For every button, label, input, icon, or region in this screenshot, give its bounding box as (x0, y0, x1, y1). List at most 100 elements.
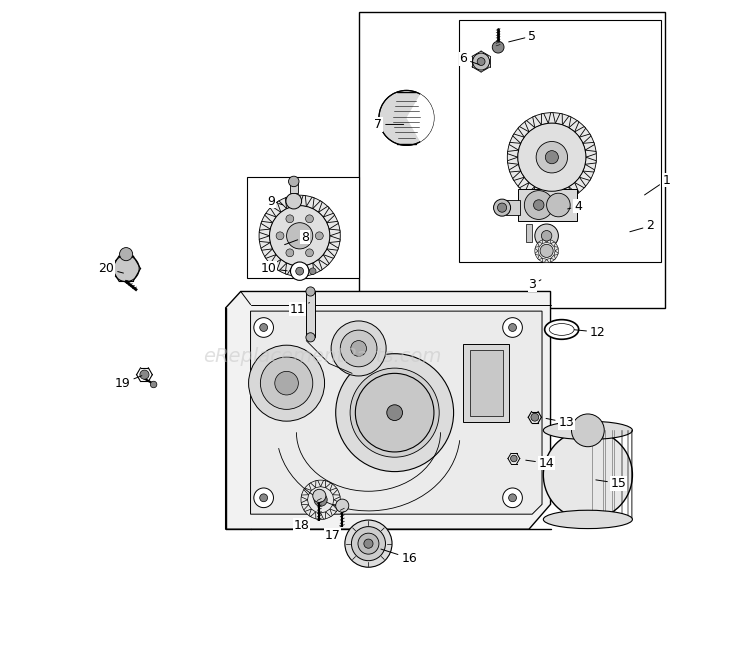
Polygon shape (316, 512, 321, 519)
Polygon shape (562, 187, 571, 198)
Polygon shape (285, 197, 293, 209)
Bar (526, 224, 532, 242)
Text: 2: 2 (630, 219, 654, 233)
Text: 14: 14 (526, 457, 554, 470)
Text: 6: 6 (460, 52, 479, 66)
Circle shape (503, 488, 522, 508)
Polygon shape (542, 239, 547, 244)
Circle shape (119, 248, 133, 261)
Circle shape (254, 318, 274, 337)
Circle shape (276, 232, 284, 240)
Polygon shape (321, 480, 326, 488)
Circle shape (533, 200, 544, 210)
Polygon shape (509, 164, 520, 172)
Polygon shape (518, 189, 577, 221)
Polygon shape (513, 134, 524, 143)
Polygon shape (518, 178, 529, 188)
Polygon shape (574, 178, 586, 188)
Text: 3: 3 (528, 278, 541, 291)
Circle shape (535, 224, 559, 248)
Polygon shape (508, 157, 518, 164)
Polygon shape (547, 258, 550, 263)
Polygon shape (542, 258, 547, 263)
Ellipse shape (544, 320, 579, 339)
Polygon shape (535, 251, 539, 255)
Polygon shape (307, 263, 314, 274)
Circle shape (535, 239, 559, 263)
Polygon shape (293, 195, 300, 206)
Circle shape (364, 539, 373, 548)
Text: 11: 11 (290, 303, 310, 316)
Circle shape (492, 41, 504, 53)
Polygon shape (585, 157, 596, 164)
Polygon shape (304, 505, 311, 512)
Circle shape (336, 499, 349, 512)
Polygon shape (550, 255, 556, 260)
Polygon shape (302, 500, 308, 505)
Circle shape (305, 215, 314, 223)
Circle shape (113, 255, 140, 282)
Polygon shape (313, 259, 322, 271)
Polygon shape (330, 488, 338, 495)
Bar (464, 344, 509, 422)
Polygon shape (309, 509, 316, 517)
Polygon shape (532, 187, 542, 198)
Circle shape (524, 191, 554, 219)
Circle shape (260, 324, 268, 331)
Bar (290, 181, 298, 193)
Circle shape (305, 249, 314, 257)
Polygon shape (313, 201, 322, 212)
Bar (358, 12, 665, 308)
Circle shape (340, 330, 377, 367)
Bar (248, 177, 358, 278)
Text: 10: 10 (261, 262, 287, 275)
Polygon shape (550, 242, 556, 247)
Ellipse shape (543, 510, 632, 529)
Polygon shape (319, 206, 329, 217)
Polygon shape (285, 263, 293, 274)
Circle shape (497, 203, 507, 212)
Circle shape (313, 489, 326, 502)
Bar (470, 350, 502, 416)
Polygon shape (326, 509, 332, 517)
Circle shape (259, 195, 340, 276)
Polygon shape (554, 247, 558, 251)
Polygon shape (302, 495, 308, 500)
Circle shape (150, 381, 157, 388)
Polygon shape (548, 191, 556, 202)
Polygon shape (300, 265, 307, 276)
Circle shape (286, 249, 294, 257)
Circle shape (387, 405, 403, 421)
Polygon shape (226, 291, 550, 529)
Polygon shape (260, 229, 270, 236)
Polygon shape (326, 483, 332, 491)
Circle shape (518, 123, 586, 191)
Ellipse shape (549, 324, 574, 335)
Circle shape (316, 232, 323, 240)
Circle shape (289, 176, 299, 187)
Polygon shape (556, 113, 562, 125)
Text: 16: 16 (381, 549, 417, 565)
Text: 12: 12 (574, 326, 605, 339)
Polygon shape (569, 121, 579, 132)
Polygon shape (535, 247, 539, 251)
Polygon shape (327, 221, 338, 229)
Circle shape (140, 370, 149, 379)
Circle shape (511, 455, 518, 462)
Circle shape (301, 480, 340, 519)
Polygon shape (309, 483, 316, 491)
Polygon shape (509, 142, 520, 150)
Polygon shape (319, 255, 329, 265)
Polygon shape (583, 164, 595, 172)
Polygon shape (538, 242, 542, 247)
Polygon shape (542, 189, 548, 201)
Circle shape (351, 341, 367, 356)
Circle shape (296, 267, 304, 275)
Bar (306, 291, 315, 337)
Polygon shape (261, 242, 272, 250)
Circle shape (336, 354, 454, 472)
Polygon shape (329, 236, 340, 242)
Polygon shape (556, 189, 562, 201)
Polygon shape (329, 229, 340, 236)
Text: 19: 19 (115, 376, 142, 390)
